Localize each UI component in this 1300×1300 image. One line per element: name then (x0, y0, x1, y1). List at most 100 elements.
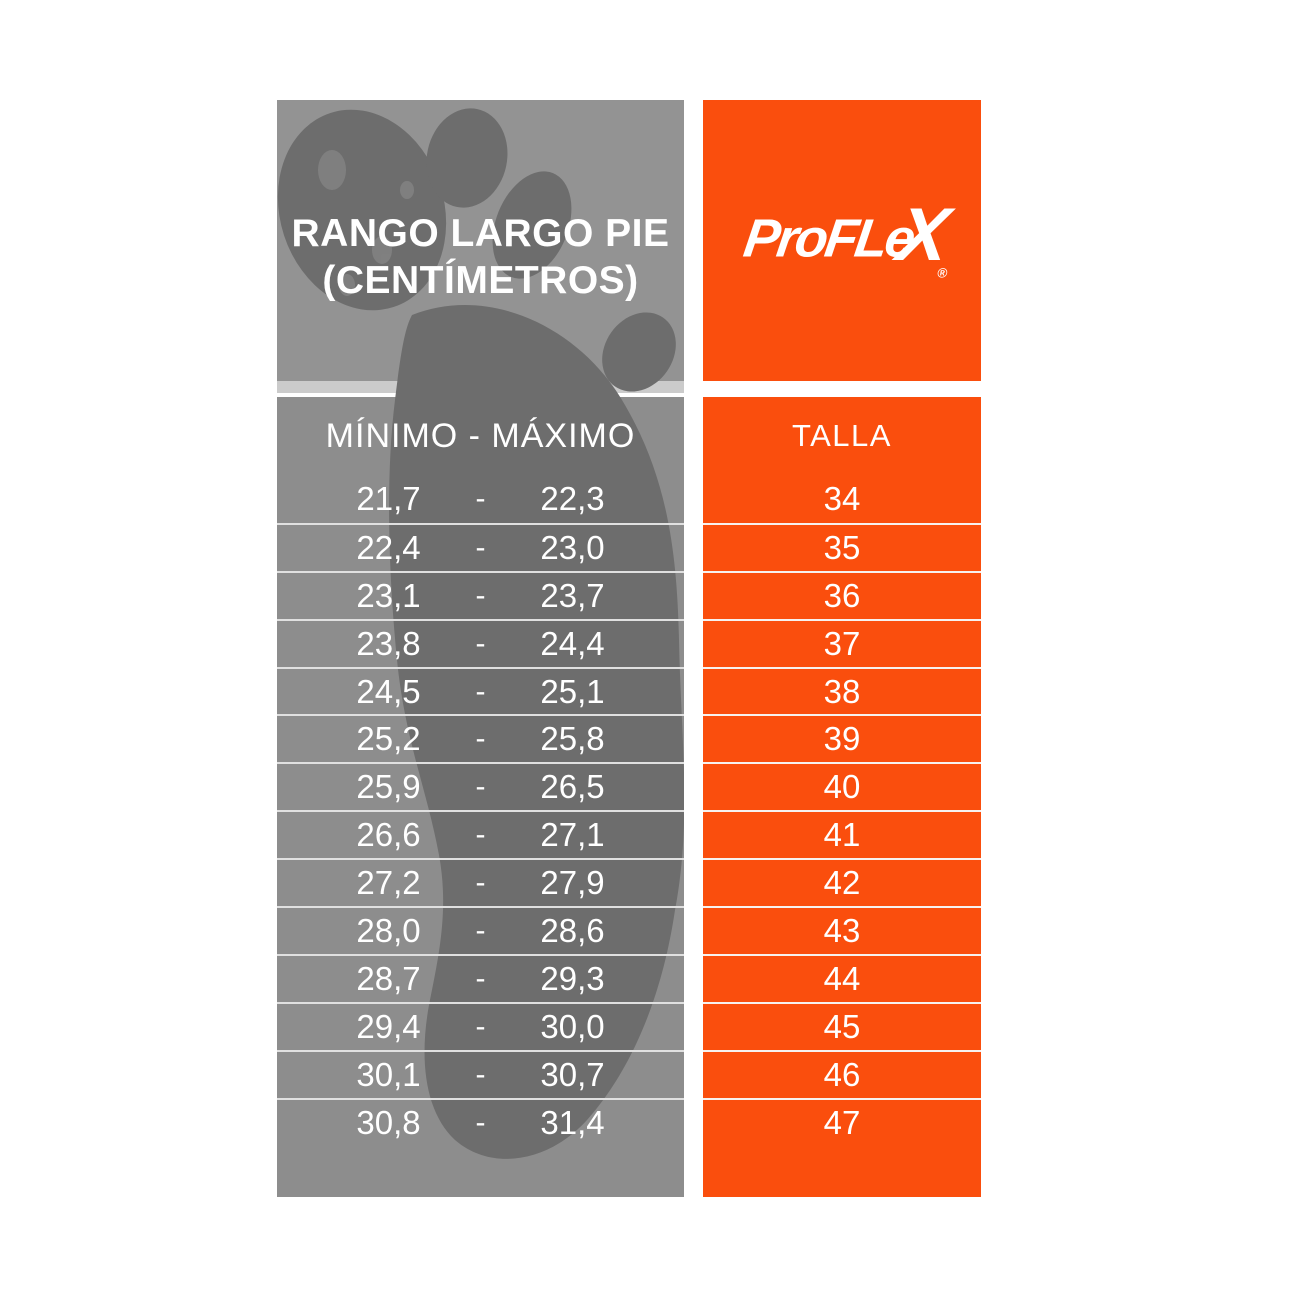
range-max-value: 27,9 (540, 864, 605, 902)
range-max-value: 27,1 (540, 816, 605, 854)
size-table-row: 42 (703, 858, 981, 906)
range-table: MÍNIMO - MÁXIMO 21,7 - 22,3 22,4 - 23,0 … (277, 397, 684, 1197)
range-dash: - (475, 722, 486, 756)
size-table-row: 37 (703, 618, 981, 667)
range-dash: - (475, 961, 486, 995)
registered-mark: ® (936, 265, 948, 280)
range-dash: - (475, 1105, 486, 1139)
range-table-row: 23,1 - 23,7 (277, 570, 684, 619)
range-min-value: 26,6 (356, 816, 421, 854)
range-dash: - (475, 674, 486, 708)
range-dash: - (475, 626, 486, 660)
size-value: 44 (823, 959, 861, 997)
title-line-1: RANGO LARGO PIE (291, 212, 670, 256)
range-dash: - (475, 481, 486, 515)
size-table-row: 36 (703, 570, 981, 619)
size-value: 42 (823, 864, 861, 902)
size-table-row: 41 (703, 810, 981, 858)
range-dash: - (475, 866, 486, 900)
talla-column: ProFLe X ® TALLA 34 35 36 37 38 39 40 41… (703, 100, 981, 1197)
size-table-row: 39 (703, 714, 981, 762)
logo-text-x: X (889, 193, 958, 276)
size-value: 47 (823, 1103, 861, 1141)
range-max-value: 23,7 (540, 576, 605, 614)
size-table-row: 47 (703, 1097, 981, 1146)
size-value: 39 (823, 720, 861, 758)
range-dash: - (475, 818, 486, 852)
range-table-row: 30,8 - 31,4 (277, 1097, 684, 1146)
range-min-value: 28,0 (356, 911, 421, 949)
range-min-value: 27,2 (356, 864, 421, 902)
size-table-row: 35 (703, 522, 981, 571)
range-max-value: 28,6 (540, 911, 605, 949)
range-dash: - (475, 578, 486, 612)
range-table-row: 28,7 - 29,3 (277, 953, 684, 1002)
title-line-2: (CENTÍMETROS) (322, 258, 639, 302)
size-table-row: 46 (703, 1049, 981, 1098)
range-min-value: 23,8 (356, 624, 421, 662)
range-min-value: 22,4 (356, 528, 421, 566)
range-dash: - (475, 770, 486, 804)
foot-length-column: RANGO LARGO PIE (CENTÍMETROS) MÍNIMO - M… (277, 100, 684, 1197)
range-table-row: 25,9 - 26,5 (277, 762, 684, 810)
range-table-row: 23,8 - 24,4 (277, 618, 684, 667)
size-value: 43 (823, 911, 861, 949)
range-table-row: 28,0 - 28,6 (277, 906, 684, 954)
range-min-value: 25,2 (356, 720, 421, 758)
size-value: 38 (823, 672, 861, 710)
size-table: TALLA 34 35 36 37 38 39 40 41 42 43 44 4… (703, 397, 981, 1197)
range-dash: - (475, 1009, 486, 1043)
size-value: 45 (823, 1007, 861, 1045)
range-max-value: 26,5 (540, 768, 605, 806)
size-rows: 34 35 36 37 38 39 40 41 42 43 44 45 46 4… (703, 475, 981, 1145)
range-table-row: 22,4 - 23,0 (277, 522, 684, 571)
size-value: 40 (823, 768, 861, 806)
range-dash: - (475, 1057, 486, 1091)
brand-header-panel: ProFLe X ® (703, 100, 981, 381)
range-dash: - (475, 530, 486, 564)
size-table-row: 34 (703, 475, 981, 523)
size-table-header: TALLA (792, 418, 892, 453)
size-value: 36 (823, 576, 861, 614)
range-table-row: 24,5 - 25,1 (277, 666, 684, 715)
range-max-value: 30,7 (540, 1055, 605, 1093)
size-table-row: 38 (703, 666, 981, 715)
range-min-value: 21,7 (356, 479, 421, 517)
range-max-value: 29,3 (540, 959, 605, 997)
footprint-icon (277, 108, 684, 1159)
size-value: 41 (823, 816, 861, 854)
range-min-value: 23,1 (356, 576, 421, 614)
size-table-row: 43 (703, 906, 981, 954)
range-table-row: 29,4 - 30,0 (277, 1001, 684, 1050)
range-dash: - (475, 913, 486, 947)
range-rows: 21,7 - 22,3 22,4 - 23,0 23,1 - 23,7 23,8… (277, 475, 684, 1145)
size-table-row: 40 (703, 762, 981, 810)
size-value: 46 (823, 1055, 861, 1093)
range-min-value: 24,5 (356, 672, 421, 710)
range-table-row: 25,2 - 25,8 (277, 714, 684, 762)
range-max-value: 30,0 (540, 1007, 605, 1045)
range-table-header: MÍNIMO - MÁXIMO (325, 416, 636, 455)
range-min-value: 25,9 (356, 768, 421, 806)
range-table-row: 30,1 - 30,7 (277, 1049, 684, 1098)
size-table-row: 45 (703, 1001, 981, 1050)
left-column-title: RANGO LARGO PIE (CENTÍMETROS) (277, 100, 684, 381)
range-max-value: 24,4 (540, 624, 605, 662)
range-max-value: 31,4 (540, 1103, 605, 1141)
range-min-value: 29,4 (356, 1007, 421, 1045)
size-value: 35 (823, 528, 861, 566)
range-max-value: 25,1 (540, 672, 605, 710)
size-table-row: 44 (703, 953, 981, 1002)
range-min-value: 30,1 (356, 1055, 421, 1093)
size-value: 34 (823, 479, 861, 517)
range-table-row: 27,2 - 27,9 (277, 858, 684, 906)
range-max-value: 23,0 (540, 528, 605, 566)
range-max-value: 25,8 (540, 720, 605, 758)
logo-text-main: ProFLe (740, 208, 918, 268)
proflex-logo-icon: ProFLe X ® (740, 193, 958, 280)
range-min-value: 28,7 (356, 959, 421, 997)
size-value: 37 (823, 624, 861, 662)
range-max-value: 22,3 (540, 479, 605, 517)
range-table-row: 26,6 - 27,1 (277, 810, 684, 858)
